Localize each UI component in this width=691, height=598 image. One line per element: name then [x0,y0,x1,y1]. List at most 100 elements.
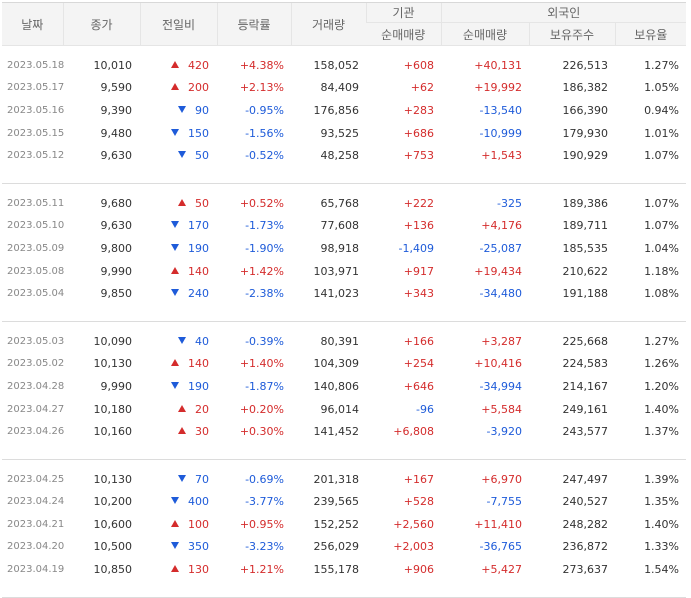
date-cell: 2023.05.16 [7,104,65,116]
row-spacer [2,321,686,330]
triangle-up-icon [178,427,186,435]
row-spacer [2,459,686,468]
change-value: 420 [188,58,209,72]
table-row: 2023.05.08 9,990 140 +1.42% 103,971 +917 +19,4… [2,260,686,283]
change-cell: 190 [140,375,217,398]
close-price-cell: 9,680 [100,196,133,210]
change-value: 130 [188,563,209,577]
ratio-cell: 0.94% [644,103,680,117]
foreign-net-cell: +4,176 [481,219,522,233]
change-cell: 20 [140,398,217,421]
institution-net-cell: -1,409 [398,241,434,255]
rate-cell: -3.77% [245,495,284,509]
ratio-cell: 1.20% [644,379,680,393]
foreign-net-cell: +6,970 [481,472,522,486]
holdings-cell: 248,282 [562,517,609,531]
close-price-cell: 10,130 [93,357,133,371]
rate-cell: -0.52% [245,149,284,163]
date-cell: 2023.04.28 [7,380,65,392]
ratio-cell: 1.01% [644,126,680,140]
holdings-cell: 236,872 [562,540,609,554]
foreign-net-cell: +19,434 [474,264,522,278]
change-cell: 350 [140,536,217,559]
holdings-cell: 226,513 [562,58,609,72]
table-row: 2023.05.11 9,680 50 +0.52% 65,768 +222 -325 189… [2,192,686,215]
rate-cell: +2.13% [239,81,284,95]
institution-net-cell: +166 [403,334,434,348]
rate-cell: +0.20% [239,402,284,416]
foreign-net-cell: +11,410 [474,517,522,531]
change-cell: 400 [140,491,217,514]
foreign-net-cell: -13,540 [479,103,522,117]
table-row: 2023.04.21 10,600 100 +0.95% 152,252 +2,560 +1… [2,513,686,536]
triangle-down-icon [178,105,186,113]
holdings-cell: 249,161 [562,402,609,416]
change-cell: 50 [140,192,217,215]
institution-net-cell: +254 [403,357,434,371]
header-institution: 기관 [365,2,441,23]
volume-cell: 155,178 [313,563,360,577]
rate-cell: -1.87% [245,379,284,393]
volume-cell: 104,309 [313,357,360,371]
close-price-cell: 9,990 [100,379,133,393]
rate-cell: +0.52% [239,196,284,210]
holdings-cell: 190,929 [562,149,609,163]
header-volume: 거래량 [290,2,366,46]
foreign-net-cell: +10,416 [474,357,522,371]
triangle-up-icon [171,519,179,527]
table-row: 2023.04.27 10,180 20 +0.20% 96,014 -96 +5,584 2… [2,398,686,421]
volume-cell: 98,918 [320,241,360,255]
change-cell: 130 [140,558,217,581]
table-row: 2023.05.17 9,590 200 +2.13% 84,409 +62 +19,992… [2,77,686,100]
change-value: 140 [188,357,209,371]
table-row: 2023.04.28 9,990 190 -1.87% 140,806 +646 -34,9… [2,375,686,398]
triangle-up-icon [178,198,186,206]
close-price-cell: 9,480 [100,126,133,140]
holdings-cell: 189,711 [562,219,609,233]
volume-cell: 152,252 [313,517,360,531]
header-foreign-net: 순매매량 [440,22,529,46]
ratio-cell: 1.40% [644,517,680,531]
ratio-cell: 1.07% [644,196,680,210]
header-ratio: 보유율 [614,22,687,46]
institution-net-cell: +62 [410,81,434,95]
holdings-cell: 191,188 [562,287,609,301]
change-value: 400 [188,495,209,509]
foreign-net-cell: -25,087 [479,241,522,255]
holdings-cell: 179,930 [562,126,609,140]
date-cell: 2023.04.26 [7,426,65,438]
row-spacer [2,46,686,55]
triangle-down-icon [171,289,179,297]
foreign-net-cell: +1,543 [481,149,522,163]
change-cell: 30 [140,420,217,443]
close-price-cell: 9,590 [100,81,133,95]
close-price-cell: 10,160 [93,425,133,439]
holdings-cell: 225,668 [562,334,609,348]
rate-cell: +1.21% [239,563,284,577]
date-cell: 2023.05.08 [7,265,65,277]
row-spacer [2,183,686,192]
volume-cell: 96,014 [320,402,360,416]
table-row: 2023.04.25 10,130 70 -0.69% 201,318 +167 +6,97… [2,468,686,491]
table-row: 2023.05.02 10,130 140 +1.40% 104,309 +254 +10,… [2,353,686,376]
institution-net-cell: +528 [403,495,434,509]
date-cell: 2023.05.17 [7,82,65,94]
foreign-net-cell: +5,427 [481,563,522,577]
ratio-cell: 1.04% [644,241,680,255]
header-rate: 등락률 [216,2,291,46]
table-row: 2023.05.04 9,850 240 -2.38% 141,023 +343 -34,4… [2,282,686,305]
triangle-up-icon [171,83,179,91]
group-divider [2,442,687,460]
institution-net-cell: +646 [403,379,434,393]
ratio-cell: 1.39% [644,472,680,486]
holdings-cell: 210,622 [562,264,609,278]
rate-cell: -1.56% [245,126,284,140]
table-row: 2023.05.18 10,010 420 +4.38% 158,052 +608 +40,… [2,54,686,77]
date-cell: 2023.05.12 [7,150,65,162]
change-value: 50 [195,196,209,210]
rate-cell: +0.30% [239,425,284,439]
institution-net-cell: +917 [403,264,434,278]
ratio-cell: 1.18% [644,264,680,278]
date-cell: 2023.04.27 [7,403,65,415]
header-holdings: 보유주수 [528,22,615,46]
